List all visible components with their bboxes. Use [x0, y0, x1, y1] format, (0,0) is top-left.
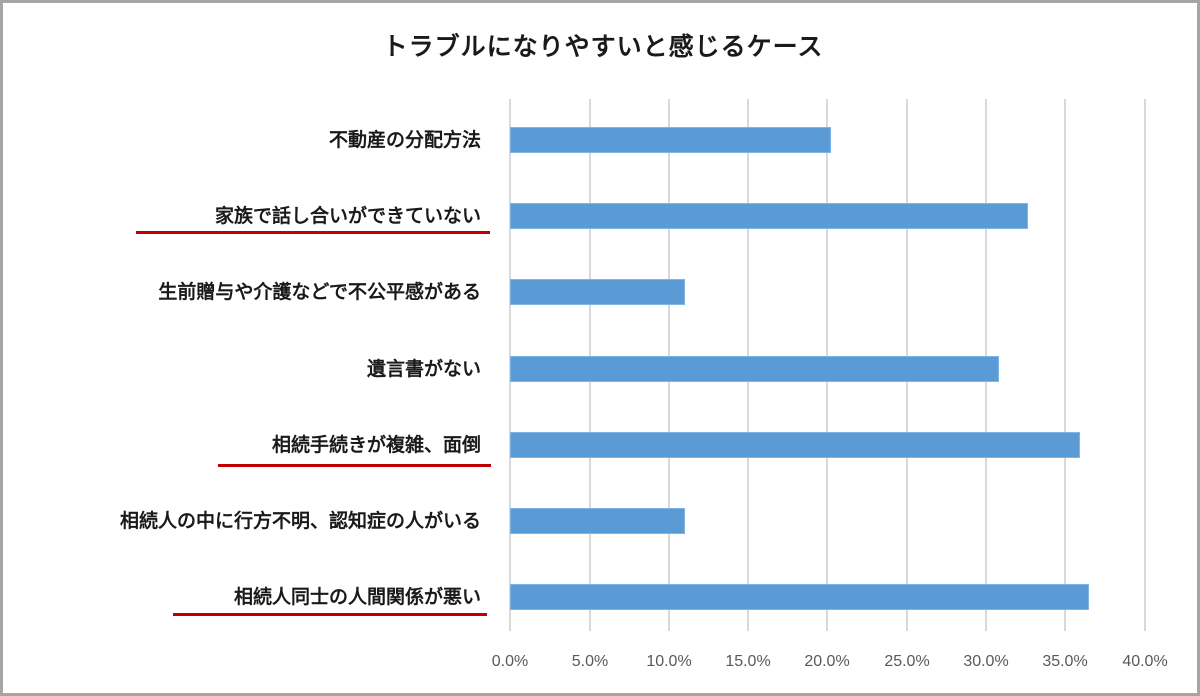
category-label: 不動産の分配方法 — [328, 129, 481, 151]
x-tick-label: 35.0% — [1042, 653, 1088, 670]
plot-area — [509, 99, 1146, 631]
x-tick-label: 30.0% — [963, 653, 1009, 670]
x-tick-label: 40.0% — [1122, 653, 1168, 670]
category-label: 家族で話し合いができていない — [214, 205, 481, 227]
x-tick-label: 0.0% — [491, 653, 529, 670]
bar — [510, 127, 831, 153]
category-label: 相続手続きが複雑、面倒 — [271, 434, 481, 456]
bar — [510, 432, 1080, 458]
bar — [510, 584, 1090, 610]
x-tick-label: 5.0% — [571, 653, 609, 670]
x-tick-label: 25.0% — [884, 653, 930, 670]
chart-title: トラブルになりやすいと感じるケース — [382, 32, 824, 61]
bar — [510, 356, 999, 382]
gridline — [1144, 99, 1146, 631]
highlight-underline — [173, 613, 487, 616]
category-label: 相続人同士の人間関係が悪い — [233, 586, 481, 608]
highlight-underline — [218, 464, 491, 467]
category-label: 相続人の中に行方不明、認知症の人がいる — [119, 510, 481, 532]
category-label: 遺言書がない — [366, 358, 481, 380]
x-tick-label: 20.0% — [804, 653, 850, 670]
highlight-underline — [136, 231, 490, 234]
bar — [510, 279, 685, 305]
bar — [510, 508, 685, 534]
gridline — [1064, 99, 1066, 631]
x-tick-label: 15.0% — [725, 653, 771, 670]
category-label: 生前贈与や介護などで不公平感がある — [158, 281, 481, 303]
bar — [510, 203, 1028, 229]
x-tick-label: 10.0% — [646, 653, 692, 670]
